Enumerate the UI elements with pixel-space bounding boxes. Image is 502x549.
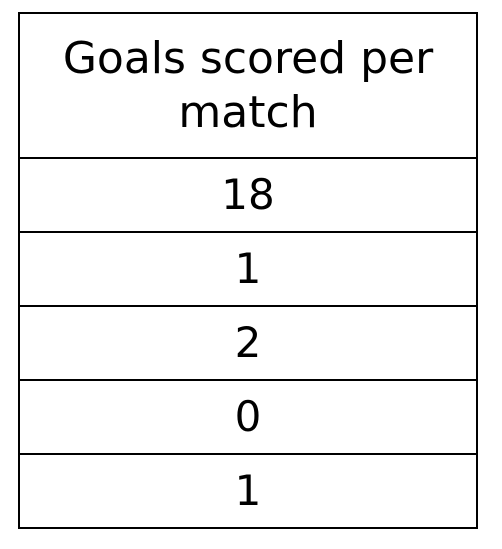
table-head: Goals scored per match bbox=[18, 12, 478, 159]
table-cell: 2 bbox=[18, 305, 478, 381]
table-row: 2 bbox=[18, 305, 478, 381]
column-header: Goals scored per match bbox=[18, 12, 478, 159]
table-cell: 1 bbox=[18, 453, 478, 529]
table-body: 18 1 2 0 1 bbox=[18, 157, 478, 529]
goals-table: Goals scored per match 18 1 2 0 1 bbox=[18, 12, 478, 529]
table-cell: 18 bbox=[18, 157, 478, 233]
header-row: Goals scored per match bbox=[18, 12, 478, 159]
table-row: 18 bbox=[18, 157, 478, 233]
table-row: 1 bbox=[18, 453, 478, 529]
table-cell: 1 bbox=[18, 231, 478, 307]
table-row: 0 bbox=[18, 379, 478, 455]
table-cell: 0 bbox=[18, 379, 478, 455]
table-row: 1 bbox=[18, 231, 478, 307]
